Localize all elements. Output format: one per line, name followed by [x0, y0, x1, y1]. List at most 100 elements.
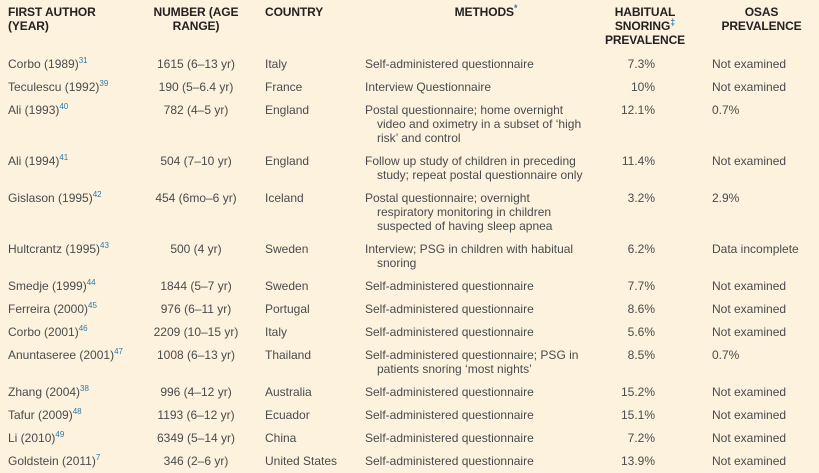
methods-line: Self-administered questionnaire: [365, 302, 534, 316]
methods-cell: Self-administered questionnaire; PSG in p…: [352, 348, 600, 376]
column-header-snoring-word: SNORING: [614, 19, 671, 33]
column-header-methods-label: METHODS: [454, 5, 514, 19]
methods-cell: Self-administered questionnaire: [352, 302, 600, 316]
citation-ref: 46: [78, 324, 88, 333]
snoring-prevalence-cell: 5.6%: [627, 325, 655, 339]
methods-cell: Self-administered questionnaire: [352, 325, 600, 339]
citation-ref: 31: [78, 56, 88, 65]
snoring-prevalence-cell: 10%: [630, 80, 655, 94]
osas-prevalence-cell: Not examined: [712, 325, 787, 339]
author-cell: Hultcrantz (1995)43: [8, 242, 140, 270]
osas-prevalence-cell: Not examined: [712, 454, 787, 468]
author-cell: Zhang (2004)38: [8, 384, 140, 400]
table-row: Li (2010)49 6349 (5–14 yr) China Self-ad…: [8, 430, 811, 446]
table-row: Smedje (1999)44 1844 (5–7 yr) Sweden Sel…: [8, 279, 811, 294]
author-year-text: Corbo (1989): [8, 57, 79, 71]
number-age-range-cell: 1008 (6–13 yr): [156, 348, 236, 362]
author-year-text: Li (2010): [8, 431, 56, 445]
author-year-text: Goldstein (2011): [8, 454, 96, 468]
osas-prevalence-cell: Not examined: [712, 385, 787, 399]
number-age-range-cell: 454 (6mo–6 yr): [155, 191, 237, 205]
citation-ref: 41: [59, 153, 69, 162]
country-cell: United States: [265, 454, 338, 468]
table-row: Ali (1994)41 504 (7–10 yr) England Follo…: [8, 153, 811, 183]
table-row: Hultcrantz (1995)43 500 (4 yr) Sweden In…: [8, 242, 811, 271]
author-cell: Tafur (2009)48: [8, 408, 140, 423]
number-age-range-cell: 6349 (5–14 yr): [156, 431, 236, 445]
number-age-range-cell: 1615 (6–13 yr): [156, 57, 236, 71]
column-header-first-author-line1: FIRST AUTHOR: [8, 5, 96, 19]
osas-prevalence-cell: 0.7%: [712, 103, 740, 117]
number-age-range-cell: 504 (7–10 yr): [160, 154, 232, 168]
citation-ref: 47: [114, 347, 123, 356]
country-cell: Italy: [265, 57, 288, 71]
citation-ref: 40: [59, 102, 69, 111]
methods-line: Self-administered questionnaire: [365, 325, 534, 339]
column-header-country-label: COUNTRY: [265, 5, 324, 19]
methods-line: Self-administered questionnaire; PSG in: [365, 348, 579, 362]
country-cell: England: [265, 154, 310, 168]
methods-cell: Self-administered questionnaire: [352, 279, 600, 293]
methods-line: patients snoring ‘most nights’: [377, 362, 532, 376]
citation-ref: 7: [95, 453, 101, 462]
osas-prevalence-cell: 0.7%: [712, 348, 740, 362]
author-cell: Anuntaseree (2001)47: [8, 348, 140, 376]
snoring-prevalence-cell: 7.3%: [627, 57, 655, 71]
table-row: Corbo (2001)46 2209 (10–15 yr) Italy Sel…: [8, 324, 811, 340]
author-cell: Li (2010)49: [8, 430, 140, 446]
country-cell: Ecuador: [265, 408, 310, 422]
methods-line: video and oximetry in a subset of ‘high: [377, 117, 582, 131]
methods-line: study; repeat postal questionnaire only: [377, 168, 583, 182]
column-header-number-age-range: NUMBER (AGE RANGE): [140, 5, 252, 47]
methods-line: snoring: [377, 256, 417, 270]
column-header-number-line1: NUMBER (AGE: [153, 5, 239, 19]
snoring-prevalence-cell: 15.1%: [620, 408, 655, 422]
double-dagger-marker: ‡: [670, 17, 676, 27]
author-year-text: Anuntaseree (2001): [8, 348, 115, 362]
methods-cell: Postal questionnaire; home overnight vide…: [352, 103, 600, 145]
country-cell: England: [265, 103, 310, 117]
country-cell: Sweden: [265, 279, 309, 293]
methods-cell: Self-administered questionnaire: [352, 385, 600, 399]
methods-cell: Self-administered questionnaire: [352, 408, 600, 422]
methods-line: Interview; PSG in children with habitual: [365, 242, 574, 256]
table-row: Corbo (1989)31 1615 (6–13 yr) Italy Self…: [8, 56, 811, 72]
author-year-text: Ferreira (2000): [8, 302, 89, 316]
country-cell: Thailand: [265, 348, 312, 362]
author-year-text: Corbo (2001): [8, 325, 79, 339]
table-row: Ali (1993)40 782 (4–5 yr) England Postal…: [8, 103, 811, 146]
author-year-text: Smedje (1999): [8, 279, 87, 293]
osas-prevalence-cell: 2.9%: [712, 191, 740, 205]
methods-line: Self-administered questionnaire: [365, 385, 534, 399]
citation-ref: 49: [55, 430, 65, 439]
country-cell: Sweden: [265, 242, 309, 256]
author-year-text: Ali (1993): [8, 103, 60, 117]
author-cell: Corbo (2001)46: [8, 324, 140, 340]
osas-prevalence-cell: Not examined: [712, 80, 787, 94]
osas-prevalence-cell: Not examined: [712, 408, 787, 422]
number-age-range-cell: 1844 (5–7 yr): [160, 279, 232, 293]
methods-line: Postal questionnaire; home overnight: [365, 103, 564, 117]
methods-cell: Self-administered questionnaire: [352, 454, 600, 468]
methods-cell: Self-administered questionnaire: [352, 57, 600, 71]
methods-line: Self-administered questionnaire: [365, 57, 534, 71]
citation-ref: 38: [80, 384, 89, 393]
column-header-methods: METHODS*: [352, 4, 600, 47]
table-row: Zhang (2004)38 996 (4–12 yr) Australia S…: [8, 384, 811, 400]
column-header-habitual-snoring-prevalence: HABITUAL SNORING‡ PREVALENCE: [600, 5, 690, 47]
author-cell: Gislason (1995)42: [8, 191, 140, 233]
author-cell: Ali (1993)40: [8, 103, 140, 145]
number-age-range-cell: 996 (4–12 yr): [160, 385, 232, 399]
number-age-range-cell: 976 (6–11 yr): [160, 302, 232, 316]
methods-cell: Interview Questionnaire: [352, 80, 600, 94]
snoring-prevalence-cell: 11.4%: [621, 154, 655, 168]
snoring-prevalence-cell: 8.5%: [627, 348, 655, 362]
column-header-snoring-line1: HABITUAL: [614, 5, 676, 19]
column-header-number-line2: RANGE): [172, 19, 220, 33]
methods-line: Postal questionnaire; overnight: [365, 191, 530, 205]
number-age-range-cell: 346 (2–6 yr): [163, 454, 229, 468]
author-year-text: Tafur (2009): [8, 408, 73, 422]
methods-line: Self-administered questionnaire: [365, 431, 534, 445]
snoring-prevalence-cell: 7.2%: [627, 431, 655, 445]
